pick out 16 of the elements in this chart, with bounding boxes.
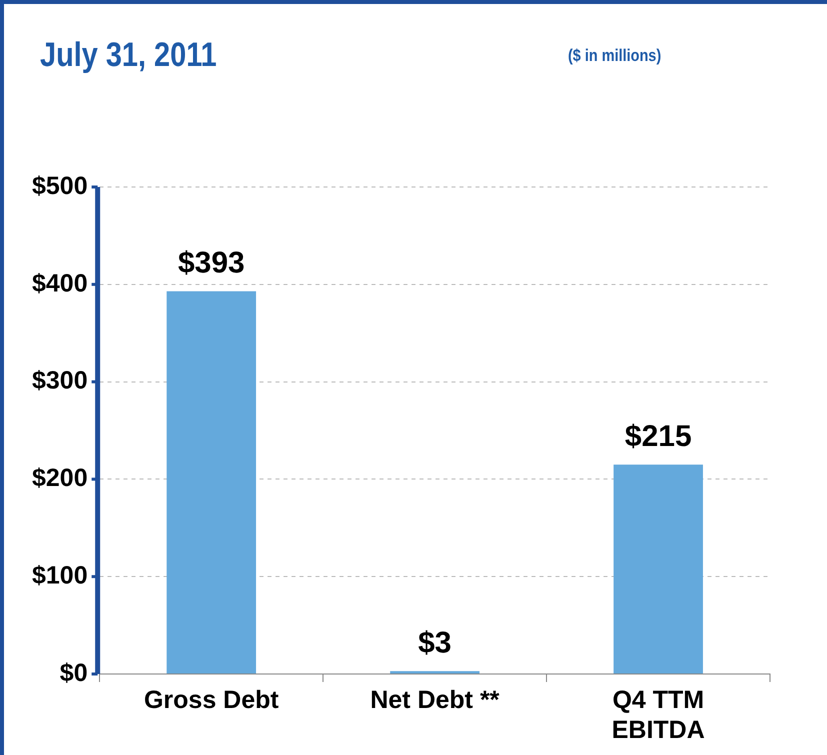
chart-subtitle: ($ in millions) bbox=[568, 46, 662, 66]
y-tick-label: $400 bbox=[32, 269, 88, 298]
x-tick-label: Q4 TTM EBITDA bbox=[612, 686, 705, 744]
data-label: $3 bbox=[418, 626, 452, 660]
data-label: $393 bbox=[178, 246, 245, 280]
bar bbox=[614, 464, 703, 674]
y-tick-label: $300 bbox=[32, 366, 88, 395]
bar bbox=[166, 291, 256, 674]
y-tick-label: $200 bbox=[32, 464, 88, 492]
data-label: $215 bbox=[624, 420, 692, 453]
x-tick-label: Gross Debt bbox=[144, 686, 280, 714]
y-tick-label: $100 bbox=[32, 561, 88, 590]
chart-title: July 31, 2011 bbox=[40, 36, 217, 75]
x-tick-label: Net Debt ** bbox=[370, 686, 500, 714]
y-tick-label: $0 bbox=[60, 658, 88, 687]
y-tick-label: $500 bbox=[32, 172, 88, 200]
